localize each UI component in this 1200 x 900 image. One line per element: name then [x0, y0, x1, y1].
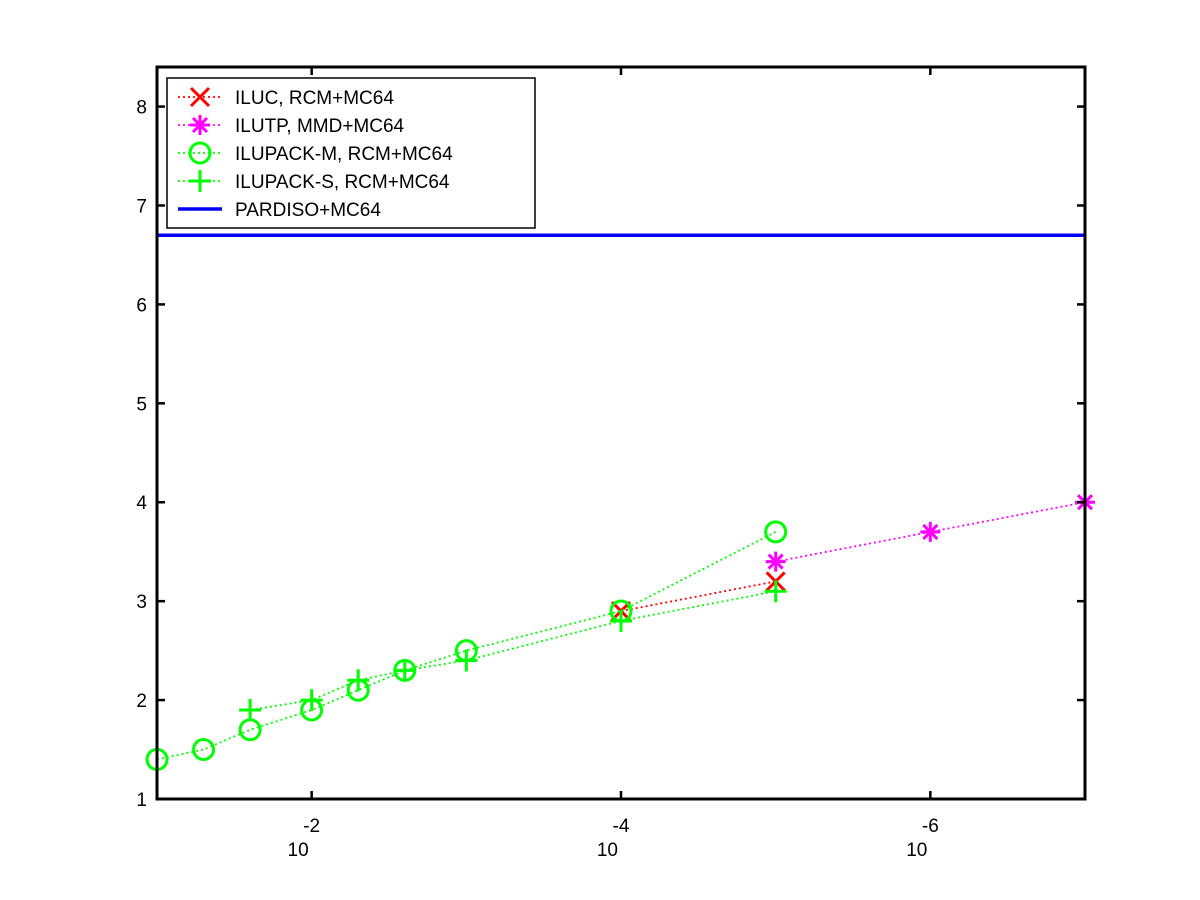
plus-marker — [610, 609, 632, 632]
marker-stroke — [767, 553, 784, 570]
y-tick-label: 7 — [136, 196, 147, 217]
circle-marker — [764, 520, 788, 544]
x-tick-label-base: 10 — [906, 840, 927, 861]
series-1 — [765, 492, 1095, 572]
legend-entry: ILUTP, MMD+MC64 — [178, 115, 405, 137]
plus-marker — [764, 580, 787, 603]
x-tick-label-base: 10 — [597, 840, 618, 861]
plus-marker — [455, 649, 478, 672]
legend-x-marker — [189, 86, 211, 108]
x-tick-label-base: 10 — [288, 840, 309, 861]
legend-entry: ILUC, RCM+MC64 — [178, 86, 394, 109]
series-3 — [239, 580, 787, 721]
star-marker — [765, 551, 786, 572]
series-layer — [145, 233, 1095, 771]
circle-marker — [192, 738, 216, 762]
legend-star-marker — [190, 115, 210, 135]
legend-box — [166, 77, 536, 229]
legend: ILUC, RCM+MC64 ILUTP, MMD+MC64 ILUPACK-M, … — [166, 77, 536, 229]
plus-marker — [239, 698, 262, 721]
series-line — [620, 580, 776, 612]
tick-layer: 1 2 3 4 5 6 7 8 10 -2 10 -4 10 -6 — [136, 67, 1085, 861]
plus-marker — [300, 689, 323, 712]
legend-plus-marker — [189, 170, 211, 192]
marker-stroke — [189, 86, 211, 108]
marker-stroke — [191, 116, 209, 134]
y-tick-label: 1 — [136, 790, 147, 811]
y-tick-label: 8 — [136, 98, 147, 119]
x-tick-label-exponent: -6 — [922, 816, 939, 837]
plus-marker — [393, 659, 416, 682]
star-marker — [920, 521, 941, 542]
legend-label: PARDISO+MC64 — [235, 200, 381, 221]
legend-entry: ILUPACK-M, RCM+MC64 — [178, 141, 453, 165]
marker-stroke — [922, 523, 939, 540]
y-tick-label: 4 — [136, 493, 147, 514]
legend-circle-marker — [188, 141, 212, 165]
legend-label: ILUC, RCM+MC64 — [235, 88, 394, 109]
plus-marker — [347, 669, 370, 692]
legend-entry: ILUPACK-S, RCM+MC64 — [178, 170, 450, 193]
series-line — [156, 531, 777, 761]
x-tick-label-exponent: -4 — [613, 816, 630, 837]
legend-entry: PARDISO+MC64 — [178, 200, 381, 221]
legend-label: ILUPACK-S, RCM+MC64 — [235, 172, 450, 193]
y-tick-label: 3 — [136, 592, 147, 613]
y-tick-label: 5 — [136, 394, 147, 415]
legend-label: ILUPACK-M, RCM+MC64 — [235, 144, 453, 165]
legend-label: ILUTP, MMD+MC64 — [235, 116, 405, 137]
y-tick-label: 6 — [136, 295, 147, 316]
y-tick-label: 2 — [136, 691, 147, 712]
x-tick-label-exponent: -2 — [303, 816, 320, 837]
